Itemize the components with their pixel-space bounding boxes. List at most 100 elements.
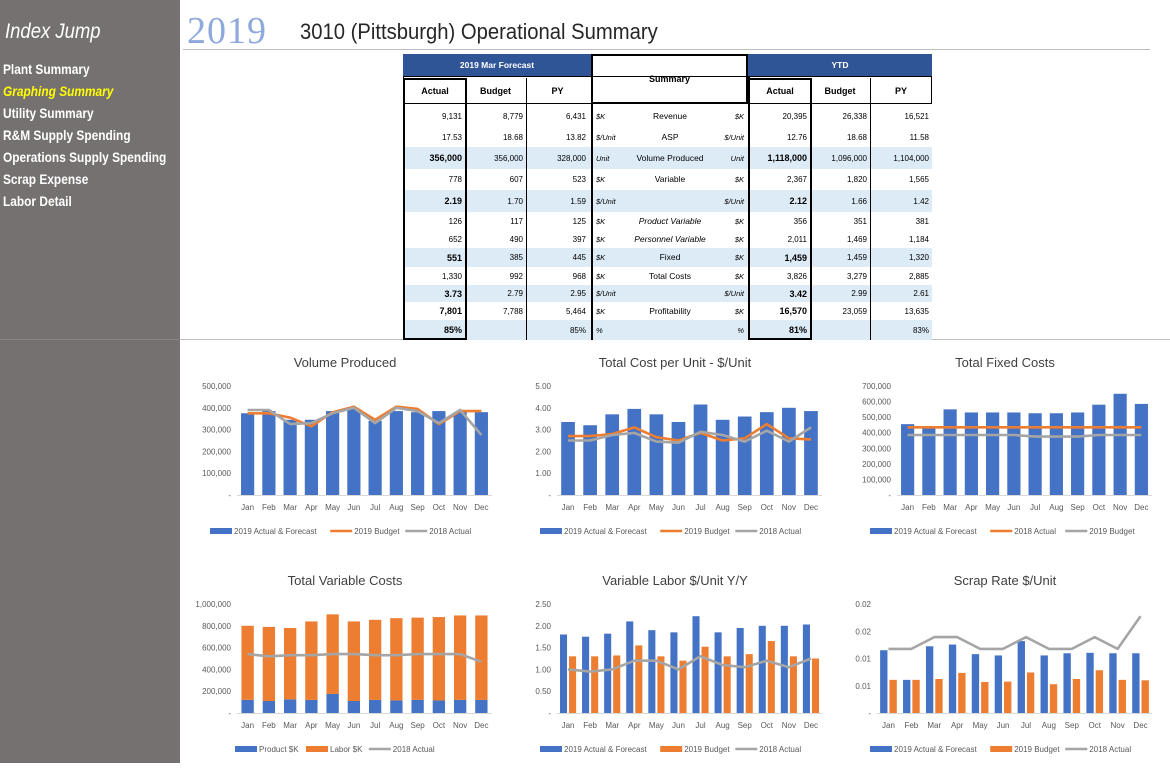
- chart-svg: Total Fixed Costs 700,000 600,000 500,000 40…: [862, 355, 1152, 536]
- forecast-col-budget: Budget: [480, 86, 511, 96]
- bar: [649, 414, 664, 495]
- ytd-cell: 1,565: [908, 175, 929, 184]
- column-divider: [526, 78, 527, 340]
- series-line: [888, 615, 1142, 651]
- y-tick-label: 800,000: [202, 622, 231, 631]
- legend-swatch: [870, 746, 892, 752]
- stacked-bar-segment: [368, 699, 382, 713]
- table-border: [591, 76, 750, 340]
- x-tick-label: Sep: [1071, 503, 1086, 512]
- legend-label: 2018 Actual: [429, 527, 471, 536]
- ytd-cell: 381: [915, 217, 929, 226]
- sidebar-item-scrap-expense[interactable]: Scrap Expense: [3, 171, 89, 187]
- chart-variable-labor-unit-y-y: Variable Labor $/Unit Y/Y 2.50 2.00 1.50 1.0…: [510, 562, 840, 778]
- stacked-bar-segment: [241, 625, 254, 700]
- sidebar-item-r-m-supply-spending[interactable]: R&M Supply Spending: [3, 127, 131, 143]
- stacked-bar-segment: [326, 693, 339, 713]
- x-tick-label: Mar: [605, 503, 619, 512]
- x-tick-label: Sep: [411, 503, 426, 512]
- x-tick-label: Feb: [904, 721, 918, 730]
- bar: [935, 678, 943, 713]
- x-tick-label: Oct: [1088, 721, 1101, 730]
- bar: [811, 658, 820, 713]
- x-tick-label: May: [325, 721, 340, 730]
- x-tick-label: May: [985, 503, 1000, 512]
- y-tick-label: 1.00: [535, 469, 551, 478]
- metric-label: Personnel Variable: [634, 233, 706, 244]
- row-band: [403, 285, 932, 302]
- y-tick-label: 0.02: [855, 627, 871, 636]
- ytd-cell: 1,469: [846, 234, 867, 244]
- ytd-cell: 2,885: [908, 271, 929, 281]
- bar: [262, 411, 276, 495]
- sidebar-item-plant-summary[interactable]: Plant Summary: [3, 61, 90, 77]
- metric-label: Volume Produced: [636, 152, 704, 163]
- x-tick-label: Dec: [474, 721, 488, 730]
- bar: [1007, 412, 1021, 495]
- sidebar-item-utility-summary[interactable]: Utility Summary: [3, 105, 94, 121]
- forecast-cell: 7,801: [439, 306, 462, 316]
- x-tick-label: Apr: [628, 721, 641, 730]
- bar: [1028, 413, 1042, 495]
- x-tick-label: Feb: [922, 503, 936, 512]
- chart-title: Total Variable Costs: [288, 573, 403, 588]
- ytd-cell: [810, 320, 870, 340]
- forecast-cell: 2.95: [570, 289, 586, 298]
- forecast-cell: 523: [572, 175, 586, 184]
- left-unit: $/Unit: [596, 289, 616, 298]
- x-tick-label: Apr: [305, 721, 318, 730]
- bar: [994, 655, 1003, 713]
- chart-svg: Total Cost per Unit - $/Unit 5.00 4.00 3.00…: [535, 355, 822, 536]
- ytd-cell: 20,395: [782, 111, 807, 121]
- page-title: 3010 (Pittsburgh) Operational Summary: [300, 19, 658, 44]
- metric-label: Product Variable: [638, 216, 702, 226]
- sidebar-item-graphing-summary[interactable]: Graphing Summary: [3, 83, 114, 99]
- chart-title: Volume Produced: [294, 355, 397, 370]
- right-unit: $K: [734, 217, 744, 226]
- sidebar-item-operations-supply-spending[interactable]: Operations Supply Spending: [3, 149, 167, 165]
- forecast-col-actual: Actual: [421, 86, 449, 96]
- bar: [736, 627, 744, 713]
- bar: [922, 426, 936, 495]
- index-jump-label: Index Jump: [5, 20, 101, 43]
- bar: [767, 641, 775, 713]
- x-tick-label: Oct: [761, 503, 774, 512]
- bar: [626, 621, 634, 713]
- metric-label: [627, 320, 713, 340]
- report-year: 2019: [187, 10, 267, 52]
- chart-title: Total Fixed Costs: [955, 355, 1055, 370]
- x-tick-label: Feb: [262, 721, 276, 730]
- y-tick-label: 200,000: [202, 447, 231, 456]
- stacked-bar-segment: [262, 626, 276, 702]
- ytd-cell: 356: [793, 217, 807, 226]
- bar: [1004, 681, 1012, 713]
- x-tick-label: Jan: [901, 503, 914, 512]
- ytd-cell: 1,104,000: [893, 153, 929, 163]
- series-line: [568, 426, 812, 444]
- stacked-bar-segment: [390, 618, 403, 701]
- y-tick-label: 300,000: [202, 426, 231, 435]
- legend-swatch: [306, 746, 328, 752]
- bar: [804, 411, 818, 495]
- x-tick-label: Feb: [583, 503, 597, 512]
- stacked-bar-segment: [262, 701, 276, 713]
- stacked-bar-segment: [368, 619, 382, 700]
- bar: [241, 413, 255, 495]
- bar: [1118, 679, 1126, 713]
- legend-label: 2019 Budget: [684, 745, 730, 754]
- sidebar-item-labor-detail[interactable]: Labor Detail: [3, 193, 72, 209]
- bar: [347, 408, 361, 495]
- x-tick-label: Mar: [605, 721, 619, 730]
- stacked-bar-segment: [305, 621, 318, 700]
- legend-label: 2019 Actual & Forecast: [234, 527, 317, 536]
- stacked-bar-segment: [453, 699, 467, 713]
- x-tick-label: Feb: [262, 503, 276, 512]
- left-unit: $K: [596, 253, 606, 262]
- bar: [671, 421, 686, 495]
- y-tick-label: 200,000: [202, 687, 231, 696]
- x-tick-label: Feb: [583, 721, 597, 730]
- stacked-bar-segment: [432, 700, 446, 713]
- series-line: [567, 655, 812, 673]
- y-tick-label: 2.00: [535, 447, 551, 456]
- bar: [604, 633, 612, 713]
